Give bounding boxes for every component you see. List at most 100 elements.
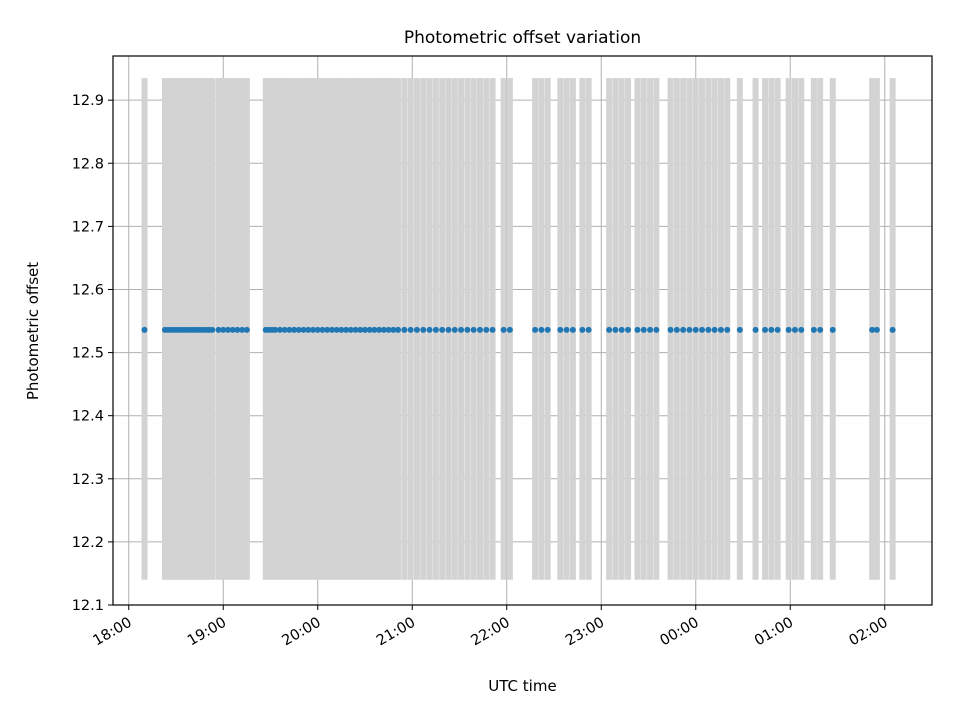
data-point [357, 326, 364, 333]
plot-frame [112, 55, 933, 606]
y-tick-label: 12.4 [72, 409, 104, 425]
data-point [869, 326, 876, 333]
data-point [762, 326, 769, 333]
data-point [736, 326, 743, 333]
data-point [239, 326, 246, 333]
data-point [785, 326, 792, 333]
data-point [500, 326, 507, 333]
data-point [829, 326, 836, 333]
data-point [362, 326, 368, 333]
data-point [224, 326, 231, 333]
data-point [333, 326, 340, 333]
data-points [141, 326, 896, 333]
data-point [489, 326, 496, 333]
data-point [476, 326, 483, 333]
data-point [873, 326, 880, 333]
data-point [768, 326, 775, 333]
y-tick-label: 12.7 [72, 219, 104, 235]
data-point [366, 326, 373, 333]
data-point [314, 326, 321, 333]
data-point [281, 326, 288, 333]
data-point [220, 326, 227, 333]
data-point [791, 326, 798, 333]
data-point [439, 326, 446, 333]
y-tick-label: 12.6 [72, 282, 104, 298]
data-point [229, 326, 236, 333]
data-point [606, 326, 613, 333]
data-point [445, 326, 452, 333]
data-point [395, 326, 402, 333]
data-point [376, 326, 383, 333]
data-point [291, 326, 298, 333]
data-point [724, 326, 731, 333]
data-point [347, 326, 354, 333]
data-point [310, 326, 317, 333]
data-point [647, 326, 654, 333]
data-point [506, 326, 513, 333]
data-point [338, 326, 345, 333]
data-point [699, 326, 706, 333]
data-point [426, 326, 433, 333]
data-point [300, 326, 307, 333]
data-point [352, 326, 359, 333]
data-point [458, 326, 465, 333]
y-tick-label: 12.2 [72, 535, 104, 551]
data-point [653, 326, 660, 333]
data-point [141, 326, 148, 333]
data-point [286, 326, 293, 333]
data-point [420, 326, 427, 333]
data-point [798, 326, 805, 333]
data-point [234, 326, 241, 333]
y-tick-label: 12.9 [72, 93, 104, 109]
data-point [451, 326, 458, 333]
data-point [390, 326, 397, 333]
data-point [343, 326, 350, 333]
data-point [634, 326, 641, 333]
data-point [579, 326, 586, 333]
data-point [612, 326, 619, 333]
data-point [810, 326, 817, 333]
data-point [889, 326, 896, 333]
data-point [711, 326, 718, 333]
data-point [717, 326, 724, 333]
data-point [640, 326, 647, 333]
data-point [464, 326, 471, 333]
data-point [673, 326, 680, 333]
data-point [276, 326, 283, 333]
data-point [272, 326, 279, 333]
data-point [295, 326, 302, 333]
data-point [774, 326, 781, 333]
data-point [243, 326, 250, 333]
data-point [432, 326, 439, 333]
data-point [817, 326, 824, 333]
data-point [752, 326, 759, 333]
data-point [544, 326, 551, 333]
y-tick-label: 12.1 [72, 598, 104, 614]
data-point [371, 326, 378, 333]
data-point [328, 326, 335, 333]
data-point [407, 326, 414, 333]
data-point [413, 326, 420, 333]
data-point [215, 326, 222, 333]
data-point [470, 326, 477, 333]
data-point [385, 326, 392, 333]
data-point [538, 326, 545, 333]
y-axis-label: Photometric offset [24, 262, 42, 400]
data-point [401, 326, 408, 333]
data-point [305, 326, 312, 333]
data-point [618, 326, 625, 333]
data-point [557, 326, 564, 333]
data-point [319, 326, 326, 333]
y-tick-label: 12.3 [72, 472, 104, 488]
data-point [563, 326, 570, 333]
y-tick-label: 12.5 [72, 346, 104, 362]
data-point [667, 326, 674, 333]
data-point [324, 326, 331, 333]
data-point [483, 326, 490, 333]
x-axis-label: UTC time [488, 677, 556, 695]
data-point [692, 326, 699, 333]
data-point [532, 326, 539, 333]
data-point [585, 326, 592, 333]
data-point [569, 326, 576, 333]
